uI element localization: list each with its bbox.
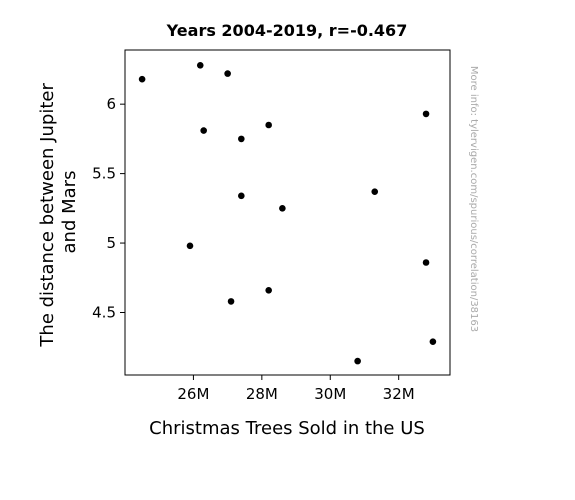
scatter-point (238, 192, 245, 200)
scatter-point (429, 338, 437, 345)
x-tick-label: 26M (177, 385, 209, 403)
y-axis-label-line-1: The distance between Jupiter (37, 83, 58, 348)
x-axis: 26M 28M 30M 32M (177, 375, 415, 403)
watermark: More info: tylervigen.com/spurious/corre… (468, 66, 479, 332)
scatter-point (227, 298, 235, 305)
scatter-point (200, 127, 207, 134)
y-axis-label: The distance between Jupiter and Mars (37, 77, 80, 347)
scatter-point (238, 135, 245, 143)
y-axis-label-line-2: and Mars (59, 171, 80, 254)
scatter-point (186, 242, 194, 250)
y-tick-label: 6 (106, 95, 116, 113)
scatter-point (422, 259, 430, 266)
x-axis-label: Christmas Trees Sold in the US (149, 418, 425, 439)
x-tick-label: 32M (383, 385, 415, 403)
chart-title: Years 2004-2019, r=-0.467 (166, 21, 408, 40)
y-tick-label: 5.5 (92, 165, 116, 183)
scatter-point (138, 75, 146, 83)
scatter-point (265, 121, 272, 129)
scatter-point (371, 188, 379, 195)
scatter-point (422, 110, 430, 118)
x-tick-label: 28M (246, 385, 278, 403)
y-axis: 4.5 5 5.5 6 (92, 95, 125, 322)
scatter-point (196, 61, 204, 69)
data-points (138, 61, 437, 365)
scatter-point (279, 205, 286, 212)
x-tick-label: 30M (314, 385, 346, 403)
y-tick-label: 4.5 (92, 304, 116, 322)
scatter-point (224, 70, 231, 77)
plot-area (124, 49, 451, 376)
y-tick-label: 5 (106, 234, 116, 252)
scatter-point (265, 286, 272, 294)
scatter-point (354, 357, 361, 365)
